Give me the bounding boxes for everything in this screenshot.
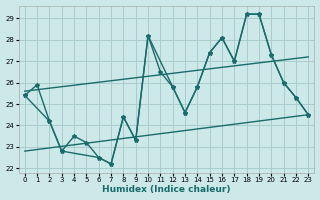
X-axis label: Humidex (Indice chaleur): Humidex (Indice chaleur)	[102, 185, 231, 194]
